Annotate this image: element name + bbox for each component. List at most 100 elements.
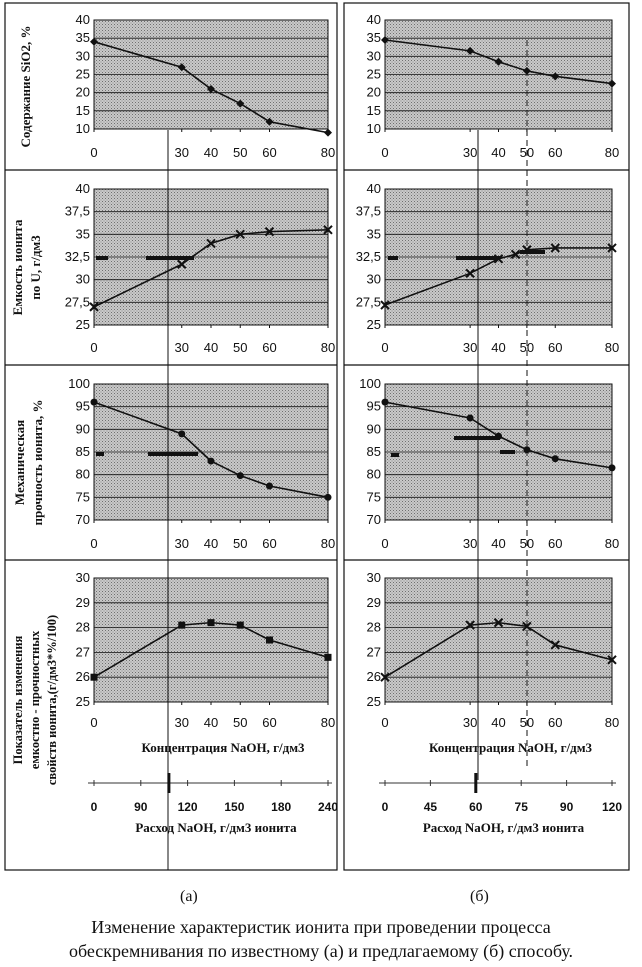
x-tick-label: 30	[463, 536, 477, 551]
y-tick-label: 75	[76, 489, 90, 504]
data-point	[467, 415, 474, 422]
x-tick-label: 60	[262, 715, 276, 730]
y-tick-label: 27,5	[356, 294, 381, 309]
data-point	[208, 458, 215, 465]
y-tick-label: 25	[367, 694, 381, 709]
x-tick-label: 30	[175, 145, 189, 160]
y-tick-label: 32,5	[356, 249, 381, 264]
data-point	[237, 472, 244, 479]
y-axis-title-part: Показатель изменения	[11, 635, 25, 764]
x-axis-title: Концентрация NaOH, г/дм3	[141, 740, 305, 755]
cost-tick-label: 90	[134, 800, 148, 814]
x-tick-label: 80	[605, 715, 619, 730]
y-tick-label: 70	[367, 512, 381, 527]
cost-tick-label: 0	[382, 800, 389, 814]
x-tick-label: 60	[262, 145, 276, 160]
y-tick-label: 40	[76, 181, 90, 196]
y-tick-label: 40	[367, 181, 381, 196]
x-tick-label: 0	[381, 536, 388, 551]
cost-axis-title: Расход NaOH, г/дм3 ионита	[423, 820, 585, 835]
y-tick-label: 26	[367, 669, 381, 684]
plot-area	[94, 578, 328, 702]
x-tick-label: 40	[204, 340, 218, 355]
x-tick-label: 0	[381, 715, 388, 730]
chart-layer: 10 15 20 25 30 35 40 0 30 40 50 60 80 Содержание SiO2…	[0, 0, 629, 870]
y-tick-label: 10	[76, 121, 90, 136]
x-tick-label: 30	[175, 715, 189, 730]
y-axis-title-part: прочность ионита, %	[30, 399, 45, 525]
y-tick-label: 35	[367, 30, 381, 45]
x-tick-label: 30	[175, 340, 189, 355]
chart-b-1: 1015202530354003040506080	[367, 12, 620, 160]
figure-caption-line-1: Изменение характеристик ионита при прове…	[0, 915, 642, 939]
x-tick-label: 30	[463, 145, 477, 160]
chart-b-5-cost-axis: 045607590120Расход NaOH, г/дм3 ионита	[379, 773, 622, 835]
y-tick-label: 27,5	[65, 294, 90, 309]
y-tick-label: 15	[367, 103, 381, 118]
y-tick-label: 80	[76, 467, 90, 482]
x-tick-label: 50	[233, 715, 247, 730]
data-point	[91, 399, 98, 406]
y-tick-label: 25	[367, 317, 381, 332]
y-axis-title-part: по U, г/дм3	[28, 235, 43, 300]
y-tick-label: 32,5	[65, 249, 90, 264]
data-point	[178, 430, 185, 437]
x-tick-label: 50	[233, 145, 247, 160]
y-tick-label: 80	[367, 467, 381, 482]
panel-a-label: (а)	[180, 888, 198, 906]
data-point	[325, 494, 332, 501]
y-tick-label: 70	[76, 512, 90, 527]
y-tick-label: 37,5	[65, 204, 90, 219]
chart-b-3: 70758085909510003040506080	[359, 376, 619, 551]
x-tick-label: 60	[548, 715, 562, 730]
y-tick-label: 37,5	[356, 204, 381, 219]
y-tick-label: 85	[76, 444, 90, 459]
x-tick-label: 40	[491, 340, 505, 355]
y-tick-label: 30	[367, 48, 381, 63]
y-tick-label: 27	[76, 644, 90, 659]
y-tick-label: 30	[367, 570, 381, 585]
y-tick-label: 28	[367, 620, 381, 635]
y-tick-label: 28	[76, 620, 90, 635]
chart-a-5-cost-axis: 090120150180240Расход NaOH, г/дм3 ионита	[88, 773, 338, 835]
y-tick-label: 40	[76, 12, 90, 27]
x-tick-label: 0	[90, 536, 97, 551]
x-tick-label: 0	[90, 715, 97, 730]
y-tick-label: 27	[367, 644, 381, 659]
y-tick-label: 30	[76, 48, 90, 63]
cost-tick-label: 180	[271, 800, 291, 814]
y-tick-label: 25	[76, 317, 90, 332]
x-tick-label: 80	[605, 145, 619, 160]
x-tick-label: 0	[381, 145, 388, 160]
data-point	[266, 483, 273, 490]
x-tick-label: 40	[204, 536, 218, 551]
x-tick-label: 60	[548, 536, 562, 551]
y-tick-label: 90	[367, 421, 381, 436]
y-tick-label: 30	[76, 272, 90, 287]
y-axis-title: Содержание SiO2, %	[18, 26, 33, 148]
cost-tick-label: 90	[560, 800, 574, 814]
cost-tick-label: 120	[602, 800, 622, 814]
y-tick-label: 15	[76, 103, 90, 118]
y-tick-label: 26	[76, 669, 90, 684]
y-tick-label: 35	[367, 226, 381, 241]
y-tick-label: 30	[367, 272, 381, 287]
x-tick-label: 0	[381, 340, 388, 355]
data-point	[178, 622, 185, 629]
figure-caption-line-2: обескремнивания по известному (а) и пред…	[0, 939, 642, 963]
y-tick-label: 100	[68, 376, 90, 391]
y-tick-label: 20	[367, 85, 381, 100]
x-axis-title: Концентрация NaOH, г/дм3	[429, 740, 593, 755]
data-point	[208, 619, 215, 626]
x-tick-label: 80	[321, 715, 335, 730]
cost-tick-label: 60	[469, 800, 483, 814]
cost-tick-label: 45	[424, 800, 438, 814]
y-tick-label: 30	[76, 570, 90, 585]
x-tick-label: 40	[204, 715, 218, 730]
data-point	[552, 455, 559, 462]
x-tick-label: 80	[321, 340, 335, 355]
y-tick-label: 35	[76, 30, 90, 45]
data-point	[609, 464, 616, 471]
y-tick-label: 29	[76, 595, 90, 610]
